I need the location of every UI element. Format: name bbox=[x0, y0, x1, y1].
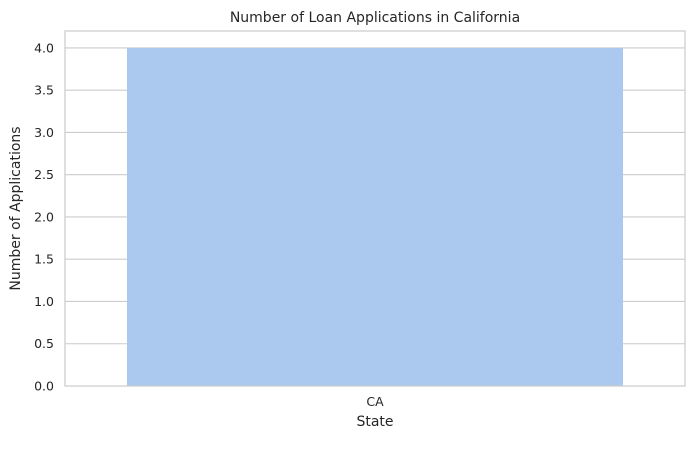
y-tick-label: 2.0 bbox=[34, 209, 54, 224]
chart-title: Number of Loan Applications in Californi… bbox=[230, 10, 520, 26]
y-tick-label: 0.0 bbox=[34, 379, 54, 394]
x-tick-labels: CA bbox=[366, 394, 384, 409]
y-tick-label: 1.0 bbox=[34, 294, 54, 309]
y-tick-label: 4.0 bbox=[34, 40, 54, 55]
y-tick-label: 0.5 bbox=[34, 336, 54, 351]
y-tick-label: 3.0 bbox=[34, 125, 54, 140]
y-tick-label: 3.5 bbox=[34, 83, 54, 98]
y-tick-labels: 0.0 0.5 1.0 1.5 2.0 2.5 3.0 3.5 4.0 bbox=[34, 40, 54, 393]
plot-frame bbox=[64, 30, 686, 387]
y-axis-label: Number of Applications bbox=[8, 126, 24, 290]
bars bbox=[127, 47, 623, 387]
y-tick-label: 1.5 bbox=[34, 252, 54, 267]
x-tick-label: CA bbox=[366, 394, 384, 409]
y-tick-label: 2.5 bbox=[34, 167, 54, 182]
x-axis-label: State bbox=[356, 414, 393, 430]
bar-ca bbox=[127, 47, 623, 387]
